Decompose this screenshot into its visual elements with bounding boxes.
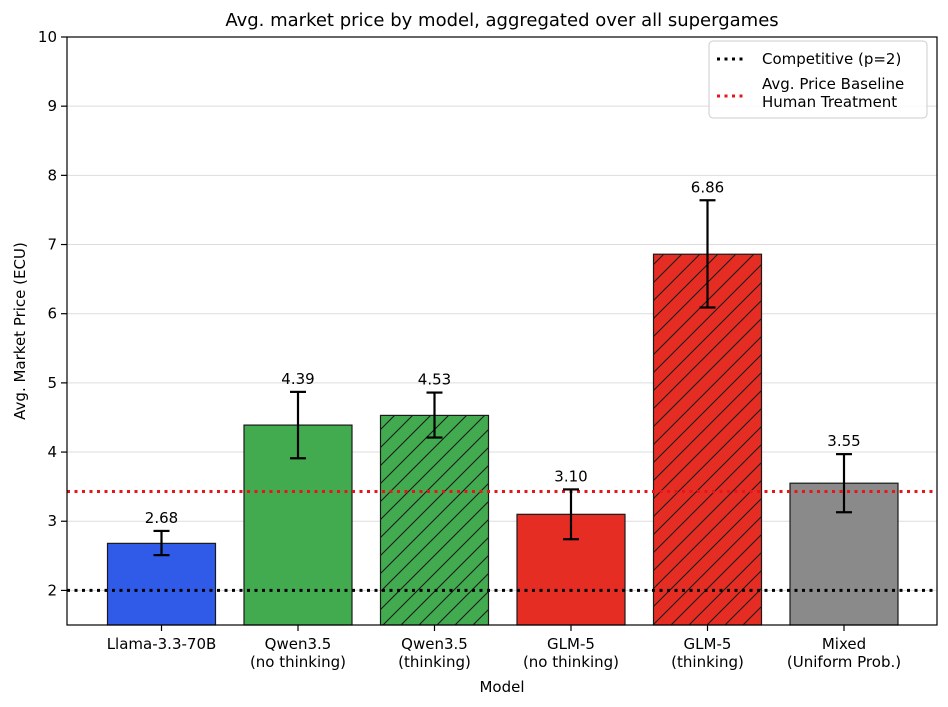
bar-hatch: [653, 254, 762, 625]
x-tick-label: GLM-5: [684, 635, 732, 653]
y-tick-label: 4: [47, 443, 57, 461]
x-tick-label: Qwen3.5: [401, 635, 468, 653]
value-label: 3.55: [827, 432, 860, 450]
y-tick-label: 3: [47, 512, 57, 530]
reference-lines: [67, 489, 937, 592]
y-tick-label: 5: [47, 374, 57, 392]
legend-label: Competitive (p=2): [762, 50, 901, 68]
chart-title: Avg. market price by model, aggregated o…: [225, 10, 778, 31]
bar: [106, 542, 217, 626]
value-label: 2.68: [145, 509, 178, 527]
x-tick-label: Qwen3.5: [265, 635, 332, 653]
bars: [106, 253, 899, 626]
value-label: 3.10: [554, 467, 587, 485]
y-tick-label: 2: [47, 581, 57, 599]
y-tick-label: 10: [38, 28, 57, 46]
error-bars: [153, 199, 852, 557]
y-tick-label: 9: [47, 97, 57, 115]
y-tick-label: 6: [47, 305, 57, 323]
legend-box: [708, 40, 928, 119]
x-tick-label: (no thinking): [250, 653, 346, 671]
y-axis: 2 3 4 5 6 7 8 9 10: [38, 28, 67, 599]
legend-label: Human Treatment: [762, 93, 897, 111]
legend: Competitive (p=2) Avg. Price BaselineHuma…: [708, 40, 928, 119]
x-axis-title: Model: [479, 678, 524, 696]
x-tick-label: (no thinking): [523, 653, 619, 671]
y-tick-label: 7: [47, 236, 57, 254]
x-axis: Llama-3.3-70B Qwen3.5(no thinking)Qwen3.5…: [107, 625, 901, 671]
x-tick-label: Mixed: [822, 635, 866, 653]
plot-frame: [66, 36, 938, 626]
x-tick-label: (thinking): [671, 653, 744, 671]
value-label: 4.39: [281, 370, 314, 388]
x-tick-label: GLM-5: [547, 635, 595, 653]
value-labels: 2.68 4.39 4.53 3.10 6.86 3.55: [145, 178, 861, 527]
x-tick-label: Llama-3.3-70B: [107, 635, 217, 653]
x-tick-label: (Uniform Prob.): [787, 653, 901, 671]
x-tick-label: (thinking): [398, 653, 471, 671]
y-axis-title: Avg. Market Price (ECU): [11, 242, 29, 420]
legend-label: Avg. Price Baseline: [762, 75, 904, 93]
y-tick-label: 8: [47, 166, 57, 184]
value-label: 6.86: [691, 178, 724, 196]
value-label: 4.53: [418, 371, 451, 389]
bar-hatch: [380, 415, 489, 625]
